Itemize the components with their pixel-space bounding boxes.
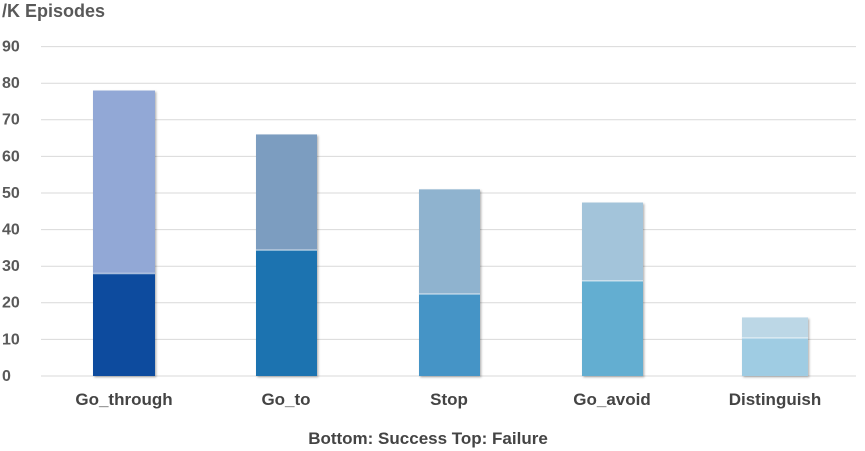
- svg-text:10: 10: [2, 331, 20, 348]
- svg-text:Go_to: Go_to: [261, 390, 310, 409]
- svg-text:50: 50: [2, 185, 20, 202]
- svg-text:Bottom: Success Top: Failure: Bottom: Success Top: Failure: [308, 429, 548, 448]
- svg-text:Stop: Stop: [430, 390, 468, 409]
- svg-text:70: 70: [2, 112, 20, 129]
- svg-text:Go_avoid: Go_avoid: [573, 390, 650, 409]
- svg-text:/K Episodes: /K Episodes: [2, 1, 105, 21]
- svg-text:0: 0: [2, 368, 11, 385]
- svg-text:40: 40: [2, 222, 20, 239]
- svg-text:20: 20: [2, 295, 20, 312]
- svg-text:60: 60: [2, 148, 20, 165]
- svg-text:Distinguish: Distinguish: [729, 390, 822, 409]
- svg-text:80: 80: [2, 75, 20, 92]
- svg-text:90: 90: [2, 39, 20, 56]
- svg-text:Go_through: Go_through: [75, 390, 172, 409]
- svg-text:30: 30: [2, 258, 20, 275]
